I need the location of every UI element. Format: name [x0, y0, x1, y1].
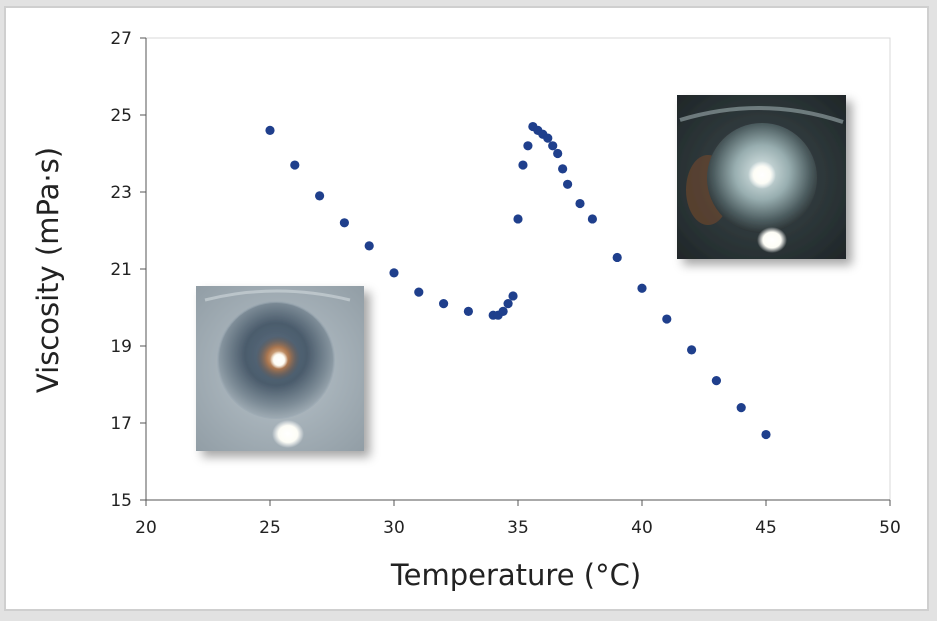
- data-point: [523, 141, 533, 151]
- y-ticks: 15 17 19 21 23 25 27: [110, 29, 146, 511]
- data-point: [563, 179, 573, 189]
- data-point: [553, 148, 563, 159]
- data-point: [687, 345, 697, 355]
- x-tick-label: 40: [631, 518, 653, 538]
- y-tick-label: 17: [110, 414, 132, 434]
- data-point: [711, 376, 722, 386]
- data-point: [575, 198, 585, 209]
- data-point: [339, 218, 349, 228]
- data-point: [612, 252, 622, 263]
- data-point: [558, 164, 568, 174]
- y-axis-title: Viscosity (mPa·s): [31, 147, 65, 393]
- x-axis-title: Temperature (°C): [390, 558, 641, 592]
- data-point: [364, 241, 374, 251]
- data-point: [761, 429, 771, 440]
- x-tick-label: 25: [259, 518, 281, 538]
- y-tick-label: 25: [110, 106, 132, 126]
- y-tick-label: 27: [110, 29, 132, 49]
- data-point: [389, 268, 399, 278]
- y-tick-label: 19: [110, 337, 132, 357]
- y-tick-label: 23: [110, 183, 132, 203]
- data-points: [265, 121, 771, 440]
- y-tick-label: 21: [110, 260, 132, 280]
- clear-lens-photo: [677, 95, 846, 259]
- x-tick-label: 20: [135, 518, 157, 538]
- data-point: [548, 141, 558, 151]
- data-point: [315, 191, 325, 201]
- data-point: [518, 160, 528, 170]
- data-point: [736, 403, 746, 413]
- x-tick-label: 50: [879, 518, 901, 538]
- data-point: [265, 125, 275, 135]
- data-point: [463, 306, 473, 316]
- data-point: [587, 214, 598, 224]
- data-point: [637, 283, 647, 293]
- data-point: [503, 299, 513, 309]
- data-point: [662, 314, 672, 324]
- data-point: [513, 214, 523, 224]
- data-point: [414, 287, 424, 297]
- x-tick-label: 35: [507, 518, 529, 538]
- x-tick-label: 30: [383, 518, 405, 538]
- x-ticks: 20 25 30 35 40 45 50: [135, 500, 901, 538]
- data-point: [290, 160, 300, 170]
- data-point: [498, 306, 508, 316]
- data-point: [439, 299, 449, 309]
- y-tick-label: 15: [110, 491, 132, 511]
- cloudy-lens-photo: [196, 286, 364, 451]
- data-point: [543, 133, 553, 143]
- data-point: [508, 291, 518, 301]
- x-tick-label: 45: [755, 518, 777, 538]
